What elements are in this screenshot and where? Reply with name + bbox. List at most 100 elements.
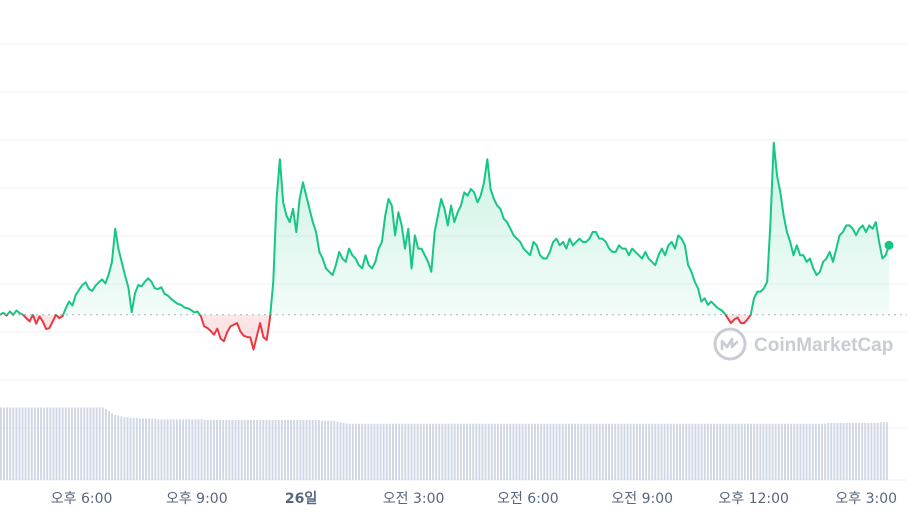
watermark-text: CoinMarketCap	[754, 335, 893, 356]
volume-bar	[685, 423, 688, 480]
volume-bar	[15, 407, 18, 480]
volume-bar	[407, 423, 410, 480]
volume-bar	[253, 420, 256, 480]
volume-bar	[799, 423, 802, 480]
volume-bar	[768, 423, 771, 480]
volume-bar	[145, 418, 147, 480]
volume-bar	[104, 408, 107, 480]
volume-bar	[472, 423, 475, 480]
volume-bar	[327, 420, 330, 480]
volume-bar	[626, 423, 629, 480]
volume-bar	[802, 423, 805, 480]
volume-bar	[379, 423, 382, 480]
volume-bar	[108, 411, 110, 480]
volume-bar	[354, 423, 357, 480]
volume-bar	[731, 423, 734, 480]
volume-bar	[256, 420, 259, 480]
volume-bar	[728, 423, 731, 480]
volume-bar	[3, 407, 5, 480]
volume-bar	[552, 423, 555, 480]
volume-bar	[716, 423, 719, 480]
volume-bar	[40, 407, 43, 480]
volume-bar	[688, 423, 691, 480]
volume-bar	[814, 423, 817, 480]
volume-bar	[672, 423, 675, 480]
volume-bar	[790, 423, 793, 480]
volume-bar	[833, 423, 836, 480]
volume-bar	[250, 420, 252, 480]
volume-bar	[543, 423, 546, 480]
volume-bar	[175, 419, 178, 480]
volume-bar	[234, 420, 237, 480]
volume-bar	[638, 423, 641, 480]
volume-bar	[743, 423, 746, 480]
volume-bar	[858, 423, 861, 480]
volume-bar	[521, 423, 524, 480]
volume-bar	[645, 423, 648, 480]
volume-bar	[629, 423, 632, 480]
volume-bar	[274, 420, 277, 480]
volume-bar	[682, 423, 685, 480]
volume-bar	[481, 423, 484, 480]
volume-bar	[324, 420, 326, 480]
volume-bar	[209, 420, 212, 480]
volume-bar	[308, 420, 311, 480]
volume-bar	[243, 420, 246, 480]
x-tick-label: 오후 9:00	[166, 491, 228, 507]
volume-bar	[219, 420, 222, 480]
volume-bar	[280, 420, 283, 480]
volume-bar	[367, 423, 370, 480]
volume-bar	[469, 423, 472, 480]
volume-bar	[212, 420, 215, 480]
volume-bar	[43, 407, 46, 480]
volume-bar	[648, 423, 651, 480]
volume-bar	[595, 423, 598, 480]
volume-bar	[620, 423, 623, 480]
volume-bar	[527, 423, 530, 480]
volume-bar	[197, 419, 200, 480]
volume-bar	[188, 419, 191, 480]
volume-bar	[734, 423, 737, 480]
volume-bar	[37, 407, 39, 480]
volume-bar	[555, 423, 558, 480]
volume-bar	[549, 423, 552, 480]
volume-bar	[385, 423, 388, 480]
volume-bar	[592, 423, 595, 480]
volume-bar	[475, 423, 478, 480]
volume-bar	[444, 423, 447, 480]
volume-bar	[120, 416, 123, 480]
volume-bar	[429, 423, 431, 480]
volume-bar	[296, 420, 299, 480]
volume-bar	[598, 423, 601, 480]
volume-bar	[228, 420, 231, 480]
volume-bar	[700, 423, 703, 480]
volume-bar	[861, 423, 864, 480]
volume-bar	[339, 422, 342, 480]
volume-bar	[126, 417, 129, 480]
volume-bar	[740, 423, 743, 480]
volume-bar	[777, 423, 780, 480]
volume-bar	[401, 423, 404, 480]
volume-bar	[191, 419, 194, 480]
volume-bar	[6, 407, 9, 480]
volume-bar	[864, 423, 867, 480]
volume-bar	[611, 423, 614, 480]
volume-bar	[317, 420, 320, 480]
volume-bar	[722, 423, 725, 480]
volume-bar	[697, 423, 700, 480]
volume-bars	[0, 407, 888, 480]
volume-bar	[876, 423, 879, 480]
volume-bar	[737, 423, 740, 480]
volume-bar	[651, 423, 654, 480]
volume-bar	[709, 423, 712, 480]
volume-bar	[759, 423, 762, 480]
volume-bar	[237, 420, 240, 480]
volume-bar	[750, 423, 752, 480]
volume-bar	[46, 407, 49, 480]
area-below-baseline	[0, 314, 889, 350]
volume-bar	[503, 423, 506, 480]
volume-bar	[571, 423, 573, 480]
volume-bar	[719, 423, 722, 480]
volume-bar	[12, 407, 15, 480]
volume-bar	[540, 423, 543, 480]
